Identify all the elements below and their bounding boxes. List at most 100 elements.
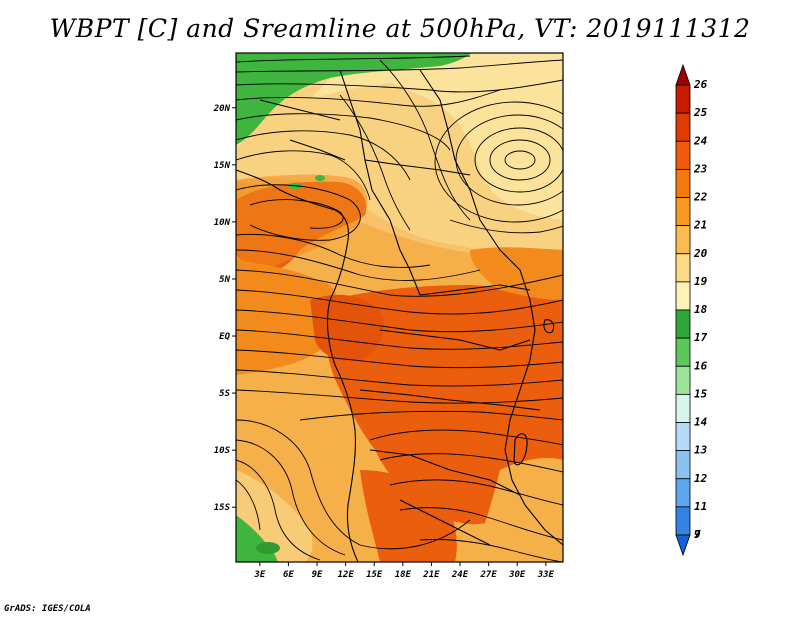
colorbar-swatch	[675, 478, 691, 508]
colorbar-swatch	[675, 422, 691, 452]
lon-tick-label: 18E	[395, 570, 412, 580]
streamline	[236, 59, 563, 73]
lon-tick-label: 3E	[253, 570, 265, 580]
colorbar-swatch	[675, 112, 691, 142]
colorbar-label: 23	[693, 162, 708, 175]
colorbar-label: 26	[693, 78, 708, 91]
lon-tick-label: 30E	[508, 570, 526, 580]
colorbar-swatch	[675, 140, 691, 170]
lake-outline	[513, 433, 528, 466]
colorbar-label: 15	[694, 387, 708, 400]
lon-tick-label: 33E	[537, 570, 555, 580]
latitude-axis: 20N 15N 10N 5N EQ 5S 10S 15S	[213, 104, 236, 513]
country-border	[419, 69, 501, 251]
colorbar-swatch	[675, 253, 691, 283]
lat-tick-label: 15S	[214, 503, 231, 513]
colorbar-label: 14	[694, 416, 708, 429]
streamline	[236, 329, 563, 350]
colorbar-label: 17	[694, 331, 708, 344]
political-boundaries	[236, 69, 563, 562]
colorbar-swatch	[675, 281, 691, 311]
colorbar-swatch	[675, 168, 691, 198]
colorbar-label: 13	[694, 444, 708, 457]
lat-tick-label: 5N	[219, 275, 230, 285]
streamline	[236, 184, 361, 241]
colorbar-label: 9	[694, 528, 701, 541]
colorbar-label: 12	[694, 472, 708, 485]
country-border	[499, 249, 563, 546]
field-orange-east	[470, 247, 563, 300]
country-border	[379, 329, 531, 351]
streamline	[236, 55, 471, 63]
colorbar-label: 25	[693, 106, 708, 119]
streamline	[236, 233, 431, 268]
lake-outline	[543, 319, 555, 334]
streamline-vortex	[474, 127, 563, 193]
streamline	[379, 453, 563, 473]
country-border	[359, 389, 541, 411]
lon-tick-label: 6E	[283, 570, 294, 580]
colorbar-label: 24	[693, 134, 708, 147]
country-border	[371, 189, 421, 296]
colorbar-swatch	[675, 225, 691, 255]
streamline	[236, 249, 481, 281]
coastline	[236, 169, 359, 562]
field-orange-west-fringe	[236, 174, 368, 270]
field-green-blob	[315, 175, 325, 181]
streamline	[236, 369, 563, 387]
colorbar-label: 19	[694, 275, 708, 288]
colorbar-label: 16	[694, 359, 708, 372]
streamline	[369, 429, 563, 446]
streamline	[236, 79, 563, 93]
map-panel	[236, 53, 563, 562]
colorbar-label: 21	[693, 219, 707, 232]
streamline-vortex	[455, 114, 563, 206]
streamline	[419, 539, 563, 562]
streamline	[236, 479, 261, 531]
lon-tick-label: 21E	[422, 570, 440, 580]
country-border	[259, 99, 341, 121]
field-light-southeast	[470, 458, 563, 562]
field-green-patch	[256, 542, 280, 554]
streamline	[236, 459, 321, 561]
lat-tick-label: 15N	[214, 161, 231, 171]
streamline	[236, 113, 451, 151]
streamline	[379, 59, 471, 221]
colorbar-swatch	[675, 393, 691, 423]
streamline	[236, 439, 346, 556]
streamline-vortex	[504, 150, 536, 170]
colorbar-swatch	[675, 63, 691, 86]
country-border	[289, 139, 346, 161]
colorbar-swatch	[675, 84, 691, 114]
streamline	[236, 289, 563, 315]
colorbar-swatch	[675, 534, 691, 557]
country-border	[339, 69, 373, 191]
country-border	[419, 284, 531, 296]
streamline	[236, 89, 501, 107]
country-border	[364, 159, 471, 176]
streamline-vortex	[434, 101, 563, 223]
colorbar-swatch	[675, 365, 691, 395]
streamline	[236, 150, 371, 201]
credit-text: GrADS: IGES/COLA	[4, 604, 91, 614]
lat-tick-label: 10N	[214, 218, 231, 228]
colorbar-label: 7	[694, 528, 701, 541]
lon-tick-label: 12E	[338, 570, 355, 580]
lat-tick-label: EQ	[219, 332, 230, 342]
streamline	[236, 130, 411, 181]
colorbar-swatch	[675, 337, 691, 367]
lon-tick-label: 15E	[366, 570, 383, 580]
map-frame	[235, 52, 564, 563]
streamline-vortex	[489, 139, 551, 181]
field-orange-south	[360, 470, 457, 562]
lon-tick-label: 9E	[312, 570, 323, 580]
lat-tick-label: 10S	[214, 446, 231, 456]
field-tan-north	[236, 60, 563, 256]
colorbar-swatch	[675, 506, 691, 536]
field-orange-gulf	[236, 260, 339, 375]
colorbar-label: 18	[694, 303, 708, 316]
country-border	[399, 499, 491, 546]
streamline	[299, 410, 563, 421]
colorbar-label: 11	[694, 500, 707, 513]
